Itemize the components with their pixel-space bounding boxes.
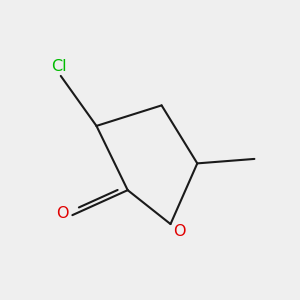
Text: Cl: Cl xyxy=(51,58,66,74)
Text: O: O xyxy=(56,206,69,221)
Text: O: O xyxy=(173,224,185,239)
